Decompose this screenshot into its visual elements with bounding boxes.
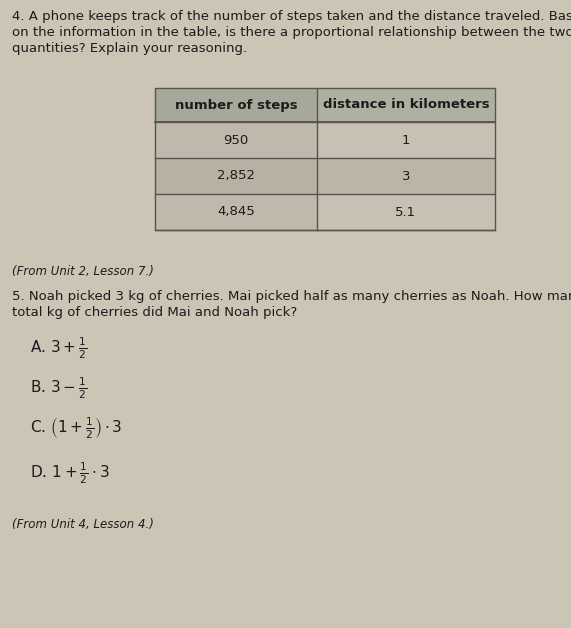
Bar	[155, 88, 495, 230]
Text: total kg of cherries did Mai and Noah pick?: total kg of cherries did Mai and Noah pi…	[12, 306, 297, 319]
Bar	[317, 158, 495, 194]
Text: 5.1: 5.1	[396, 205, 417, 219]
Text: (From Unit 2, Lesson 7.): (From Unit 2, Lesson 7.)	[12, 265, 154, 278]
Text: B. $3 - \frac{1}{2}$: B. $3 - \frac{1}{2}$	[30, 375, 87, 401]
Text: on the information in the table, is there a proportional relationship between th: on the information in the table, is ther…	[12, 26, 571, 39]
Text: C. $\left(1 + \frac{1}{2}\right) \cdot 3$: C. $\left(1 + \frac{1}{2}\right) \cdot 3…	[30, 415, 122, 441]
Bar	[155, 88, 317, 122]
Bar	[317, 194, 495, 230]
Text: 950: 950	[223, 134, 248, 146]
Text: 5. Noah picked 3 kg of cherries. Mai picked half as many cherries as Noah. How m: 5. Noah picked 3 kg of cherries. Mai pic…	[12, 290, 571, 303]
Bar	[317, 122, 495, 158]
Text: 3: 3	[402, 170, 410, 183]
Bar	[317, 88, 495, 122]
Text: number of steps: number of steps	[175, 99, 297, 112]
Text: distance in kilometers: distance in kilometers	[323, 99, 489, 112]
Bar	[155, 122, 317, 158]
Text: A. $3 + \frac{1}{2}$: A. $3 + \frac{1}{2}$	[30, 335, 87, 360]
Text: D. $1 + \frac{1}{2} \cdot 3$: D. $1 + \frac{1}{2} \cdot 3$	[30, 460, 110, 485]
Text: 1: 1	[402, 134, 410, 146]
Text: 4. A phone keeps track of the number of steps taken and the distance traveled. B: 4. A phone keeps track of the number of …	[12, 10, 571, 23]
Text: quantities? Explain your reasoning.: quantities? Explain your reasoning.	[12, 42, 247, 55]
Bar	[155, 194, 317, 230]
Text: (From Unit 4, Lesson 4.): (From Unit 4, Lesson 4.)	[12, 518, 154, 531]
Bar	[155, 158, 317, 194]
Text: 2,852: 2,852	[217, 170, 255, 183]
Text: 4,845: 4,845	[217, 205, 255, 219]
